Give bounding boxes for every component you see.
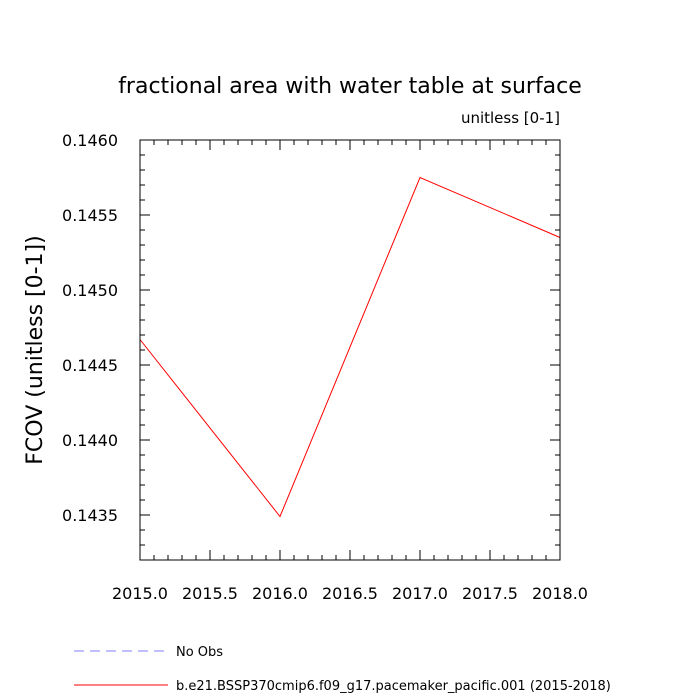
x-tick-label: 2015.0 bbox=[112, 584, 168, 603]
y-tick-label: 0.1445 bbox=[62, 356, 118, 375]
y-tick-label: 0.1440 bbox=[62, 431, 118, 450]
x-tick-label: 2018.0 bbox=[532, 584, 588, 603]
chart-title: fractional area with water table at surf… bbox=[118, 74, 582, 99]
x-tick-label: 2017.0 bbox=[392, 584, 448, 603]
x-tick-label: 2017.5 bbox=[462, 584, 518, 603]
x-tick-label: 2016.0 bbox=[252, 584, 308, 603]
x-tick-label: 2016.5 bbox=[322, 584, 378, 603]
units-label: unitless [0-1] bbox=[461, 109, 560, 127]
y-tick-label: 0.1455 bbox=[62, 206, 118, 225]
y-tick-label: 0.1450 bbox=[62, 281, 118, 300]
major-ticks bbox=[139, 139, 561, 560]
legend-label: No Obs bbox=[176, 645, 223, 660]
plot-frame bbox=[139, 139, 561, 561]
minor-ticks bbox=[140, 139, 560, 561]
series-group bbox=[139, 176, 561, 518]
y-axis-label: FCOV (unitless [0-1]) bbox=[23, 235, 48, 464]
series-line bbox=[139, 176, 561, 518]
legend-label: b.e21.BSSP370cmip6.f09_g17.pacemaker_pac… bbox=[176, 679, 611, 694]
legend: No Obs b.e21.BSSP370cmip6.f09_g17.pacemak… bbox=[74, 645, 611, 694]
y-tick-label: 0.1460 bbox=[62, 131, 118, 150]
y-tick-label: 0.1435 bbox=[62, 506, 118, 525]
tick-labels: 2015.0 2015.5 2016.0 2016.5 2017.0 2017.5 2018… bbox=[62, 131, 588, 603]
x-tick-label: 2015.5 bbox=[182, 584, 238, 603]
